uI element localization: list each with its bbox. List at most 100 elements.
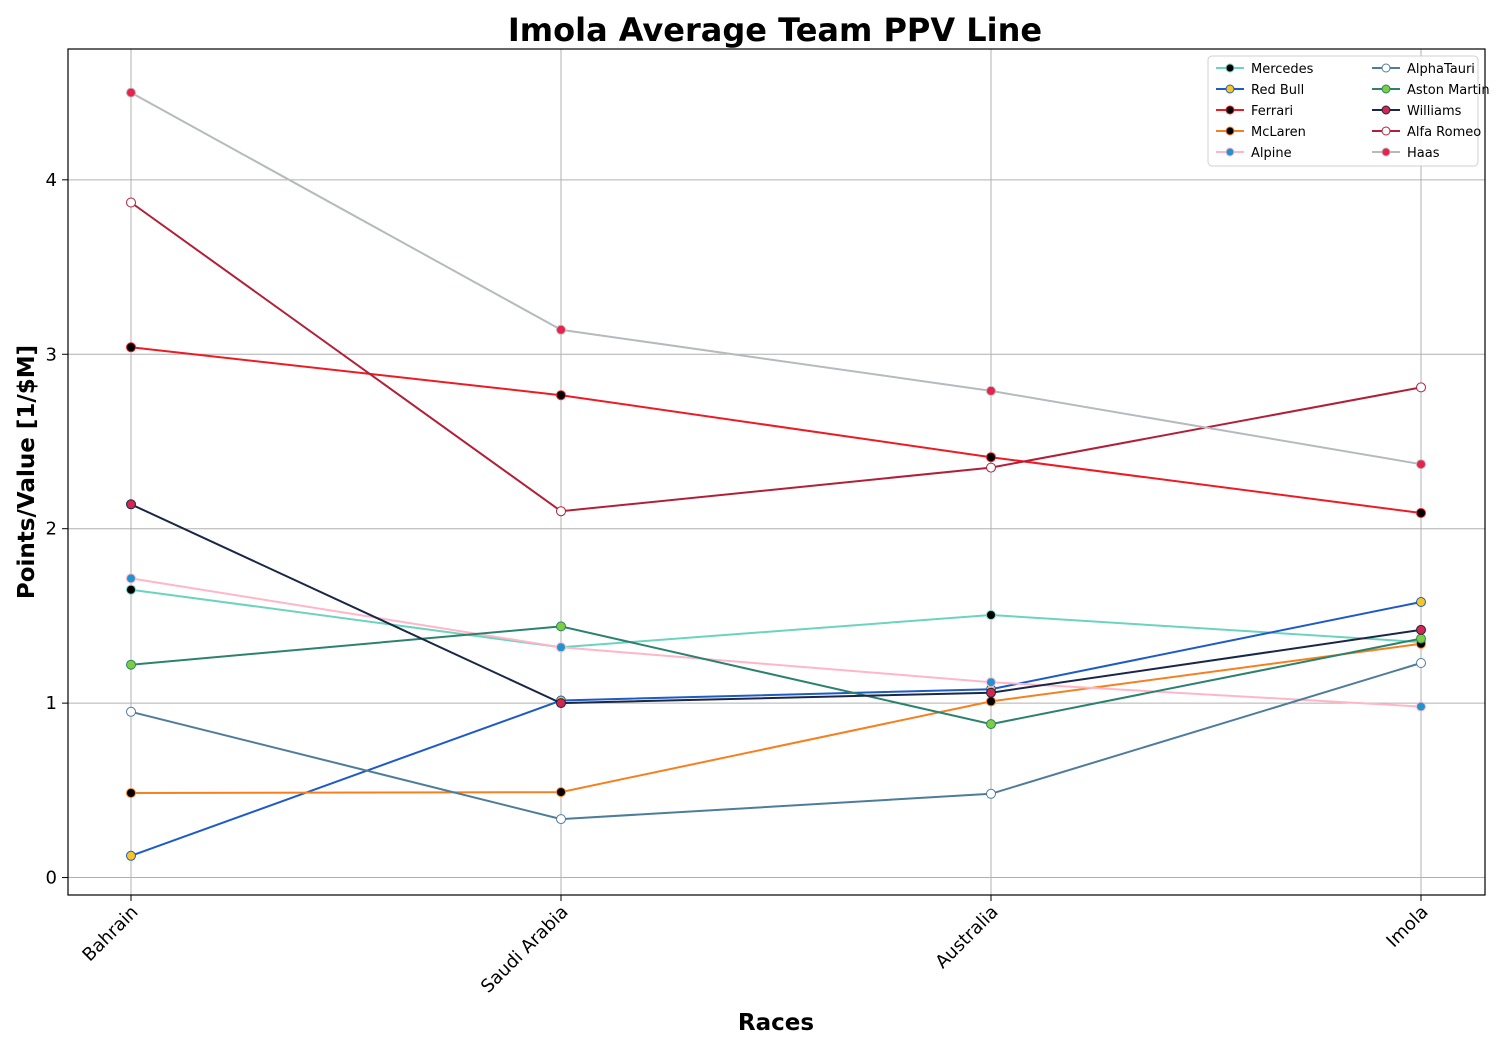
y-tick-label: 1	[46, 693, 57, 714]
x-tick-label: Saudi Arabia	[477, 902, 573, 998]
legend-label: Alfa Romeo	[1407, 125, 1481, 140]
legend-item: AlphaTauri	[1372, 62, 1475, 77]
series-aston-martin	[126, 621, 1426, 730]
legend-item: Alfa Romeo	[1372, 125, 1481, 140]
legend-label: Williams	[1407, 104, 1462, 119]
data-point	[126, 850, 136, 861]
grid	[68, 49, 1485, 895]
data-point	[986, 788, 996, 799]
data-point	[1416, 459, 1426, 470]
data-point	[126, 87, 136, 98]
legend-item: Aston Martin	[1372, 83, 1490, 98]
legend-label: Haas	[1407, 146, 1440, 161]
x-axis-ticks: Bahrain Saudi Arabia Australia Imola	[78, 895, 1433, 998]
legend-item: McLaren	[1216, 125, 1306, 140]
series-layer	[126, 87, 1426, 861]
data-point	[1416, 597, 1426, 607]
legend-swatch-marker	[1225, 105, 1235, 115]
legend-label: Red Bull	[1251, 83, 1304, 98]
data-point	[556, 621, 566, 632]
series-line	[130, 577, 1422, 708]
data-point	[126, 659, 136, 670]
series-red-bull	[126, 597, 1426, 861]
data-point	[556, 814, 566, 825]
data-point	[986, 677, 996, 688]
series-haas	[126, 87, 1426, 470]
data-point	[126, 788, 136, 798]
legend-label: Ferrari	[1251, 104, 1293, 119]
chart-title: Imola Average Team PPV Line	[508, 11, 1042, 49]
data-point	[556, 506, 566, 517]
legend-swatch-marker	[1381, 126, 1391, 136]
data-point	[986, 696, 996, 707]
legend-label: Aston Martin	[1407, 83, 1490, 98]
x-tick-label: Australia	[931, 902, 1002, 973]
series-mclaren	[126, 638, 1426, 798]
series-alpine	[126, 573, 1426, 712]
data-point	[126, 197, 136, 208]
series-ferrari	[126, 342, 1426, 518]
data-point	[556, 787, 566, 798]
series-mercedes	[126, 584, 1426, 653]
x-tick-label: Bahrain	[78, 902, 142, 966]
series-line	[130, 201, 1422, 513]
series-alphatauri	[126, 658, 1426, 825]
legend-label: Alpine	[1251, 146, 1292, 161]
legend-item: Red Bull	[1216, 83, 1304, 98]
series-line	[130, 588, 1422, 649]
data-point	[986, 719, 996, 730]
legend-item: Mercedes	[1216, 62, 1314, 77]
data-point	[556, 698, 566, 709]
data-point	[1416, 508, 1426, 518]
data-point	[1416, 701, 1426, 712]
legend-swatch-marker	[1381, 105, 1391, 115]
legend-swatch-marker	[1225, 63, 1235, 73]
y-tick-label: 2	[46, 519, 57, 540]
legend-label: AlphaTauri	[1407, 62, 1475, 77]
data-point	[986, 610, 996, 620]
y-axis-ticks: 0 1 2 3 4	[46, 170, 68, 889]
y-axis-label: Points/Value [1/$M]	[14, 345, 40, 599]
y-tick-label: 0	[46, 868, 57, 889]
x-tick-label: Imola	[1382, 902, 1432, 952]
data-point	[1416, 382, 1426, 393]
legend-item: Ferrari	[1216, 104, 1293, 119]
legend-item: Williams	[1372, 104, 1462, 119]
legend-swatch-marker	[1225, 147, 1235, 157]
legend-swatch-marker	[1381, 84, 1391, 94]
data-point	[1416, 633, 1426, 644]
legend-item: Alpine	[1216, 146, 1292, 161]
y-tick-label: 4	[46, 170, 57, 191]
x-axis-label: Races	[738, 1010, 814, 1036]
series-line	[130, 346, 1422, 514]
series-line	[130, 662, 1422, 821]
legend-box	[1207, 55, 1479, 167]
data-point	[126, 342, 136, 353]
series-line	[130, 625, 1422, 726]
data-point	[986, 462, 996, 473]
legend-swatch-marker	[1225, 126, 1235, 136]
series-williams	[126, 499, 1426, 709]
data-point	[986, 385, 996, 396]
data-point	[1416, 658, 1426, 668]
data-point	[126, 499, 136, 510]
legend-swatch-marker	[1381, 63, 1391, 73]
legend: Mercedes Red Bull Ferrari McLaren Alpine Alph…	[1207, 55, 1490, 167]
data-point	[556, 324, 566, 335]
series-line	[130, 91, 1422, 466]
y-tick-label: 3	[46, 344, 57, 365]
data-point	[1416, 624, 1426, 635]
legend-swatch-marker	[1225, 84, 1235, 94]
data-point	[126, 584, 136, 595]
data-point	[126, 573, 136, 584]
data-point	[126, 706, 136, 717]
legend-item: Haas	[1372, 146, 1440, 161]
legend-label: Mercedes	[1251, 62, 1314, 77]
series-line	[130, 642, 1422, 794]
data-point	[986, 687, 996, 698]
data-point	[556, 642, 566, 653]
data-point	[556, 390, 566, 401]
legend-swatch-marker	[1381, 147, 1391, 157]
legend-label: McLaren	[1251, 125, 1306, 140]
